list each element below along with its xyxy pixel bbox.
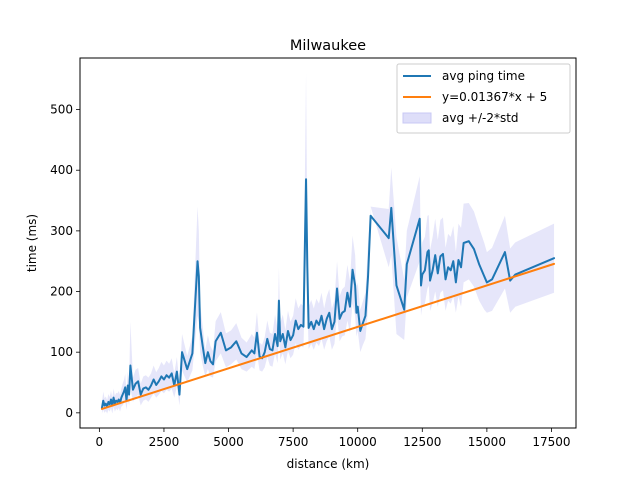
x-tick-label: 0	[96, 435, 104, 449]
x-axis: 0 2500 5000 7500 10000 12500 15000 17500	[96, 428, 571, 449]
avg-ping-line	[100, 178, 556, 409]
x-tick-label: 2500	[149, 435, 180, 449]
series-layer	[100, 178, 556, 410]
y-tick-label: 300	[50, 224, 73, 238]
legend-box	[396, 63, 571, 134]
y-axis: 0 100 200 300 400 500	[50, 103, 80, 420]
x-tick-label: 17500	[532, 435, 570, 449]
y-tick-label: 100	[50, 345, 73, 359]
legend-label-fit-line: y=0.01367*x + 5	[442, 90, 547, 104]
x-tick-label: 7500	[278, 435, 309, 449]
plot-frame	[79, 57, 577, 429]
chart-title: Milwaukee	[290, 38, 366, 54]
y-axis-label: time (ms)	[25, 214, 39, 272]
x-tick-label: 5000	[213, 435, 244, 449]
legend-label-std-band: avg +/-2*std	[442, 111, 519, 125]
y-tick-label: 500	[50, 103, 73, 117]
y-tick-label: 400	[50, 163, 73, 177]
legend-swatch-std-band	[402, 112, 432, 124]
x-tick-label: 12500	[403, 435, 441, 449]
legend-label-avg-ping: avg ping time	[442, 69, 525, 83]
x-tick-label: 10000	[339, 435, 377, 449]
y-tick-label: 200	[50, 285, 73, 299]
fit-line	[100, 262, 556, 410]
x-tick-label: 15000	[468, 435, 506, 449]
x-axis-label: distance (km)	[287, 457, 370, 471]
legend: avg ping time y=0.01367*x + 5 avg +/-2*s…	[396, 63, 571, 134]
y-tick-label: 0	[65, 406, 73, 420]
